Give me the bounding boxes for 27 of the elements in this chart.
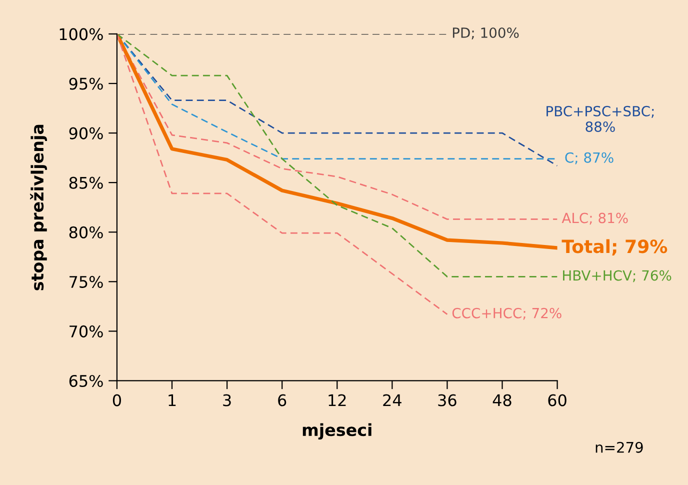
x-tick-label: 6 xyxy=(278,394,286,406)
y-tick-label: 90% xyxy=(69,127,103,140)
x-tick-label: 12 xyxy=(328,394,346,406)
text: n=279 xyxy=(596,442,643,453)
x-tick-label: 36 xyxy=(438,394,456,406)
x-axis-title: mjeseci xyxy=(302,423,372,440)
series-label: PD; 100% xyxy=(452,27,519,40)
x-tick-label: 24 xyxy=(383,394,402,406)
series-label: HBV+HCV; 76% xyxy=(563,270,672,282)
y-axis-title: stopa preživljenja xyxy=(30,124,47,290)
x-tick-label: 3 xyxy=(223,394,231,406)
x-tick-label: 1 xyxy=(168,394,176,406)
y-tick-label: 95% xyxy=(69,78,103,90)
series-label: PBC+PSC+SBC; 88% xyxy=(546,106,654,132)
y-tick-label: 85% xyxy=(69,176,103,189)
series-label: CCC+HCC; 72% xyxy=(452,308,562,320)
x-tick-label: 0 xyxy=(112,394,121,406)
series-label: Total; 79% xyxy=(562,239,668,256)
y-tick-label: 65% xyxy=(69,374,103,388)
y-tick-label: 80% xyxy=(69,226,103,238)
y-tick-label: 75% xyxy=(70,276,103,288)
y-tick-label: 70% xyxy=(70,325,103,338)
x-tick-label: 48 xyxy=(492,394,512,406)
x-tick-label: 60 xyxy=(548,394,566,406)
series-label: ALC; 81% xyxy=(562,212,628,225)
y-tick-label: 100% xyxy=(60,28,103,40)
series-label: C; 87% xyxy=(565,152,614,164)
